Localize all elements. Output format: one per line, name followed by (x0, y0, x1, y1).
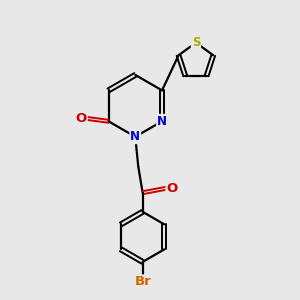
Text: Br: Br (134, 275, 151, 288)
Text: O: O (167, 182, 178, 195)
Text: N: N (157, 115, 167, 128)
Text: S: S (192, 36, 200, 49)
Text: N: N (130, 130, 140, 143)
Text: O: O (76, 112, 87, 125)
